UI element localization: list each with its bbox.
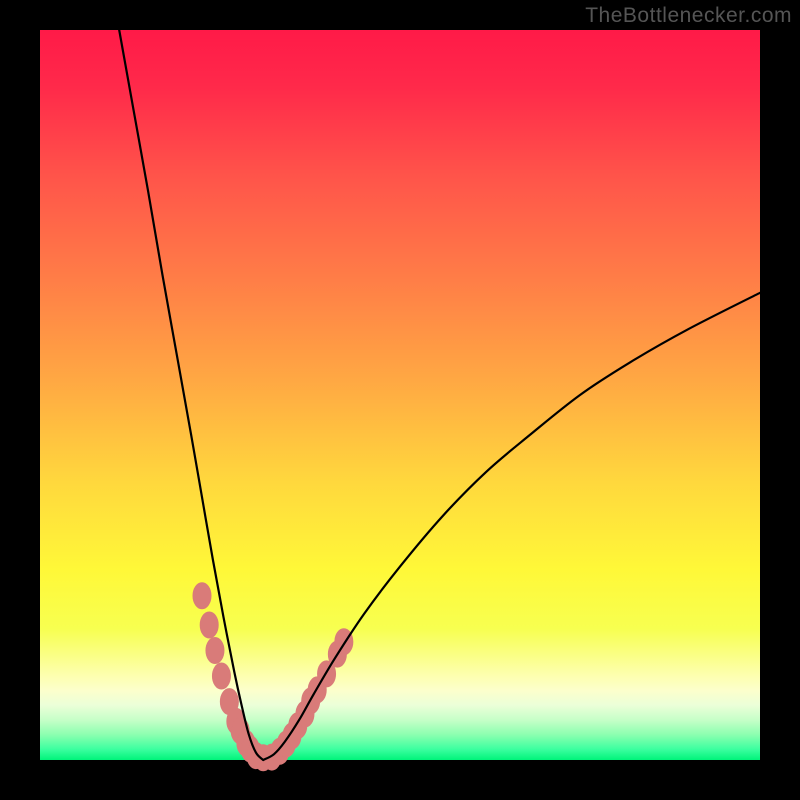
chart-frame: TheBottlenecker.com (0, 0, 800, 800)
marker-point (206, 638, 224, 664)
marker-point (193, 583, 211, 609)
plot-background (40, 30, 760, 760)
chart-svg (0, 0, 800, 800)
marker-point (212, 663, 230, 689)
watermark-text: TheBottlenecker.com (585, 4, 792, 28)
marker-point (200, 612, 218, 638)
